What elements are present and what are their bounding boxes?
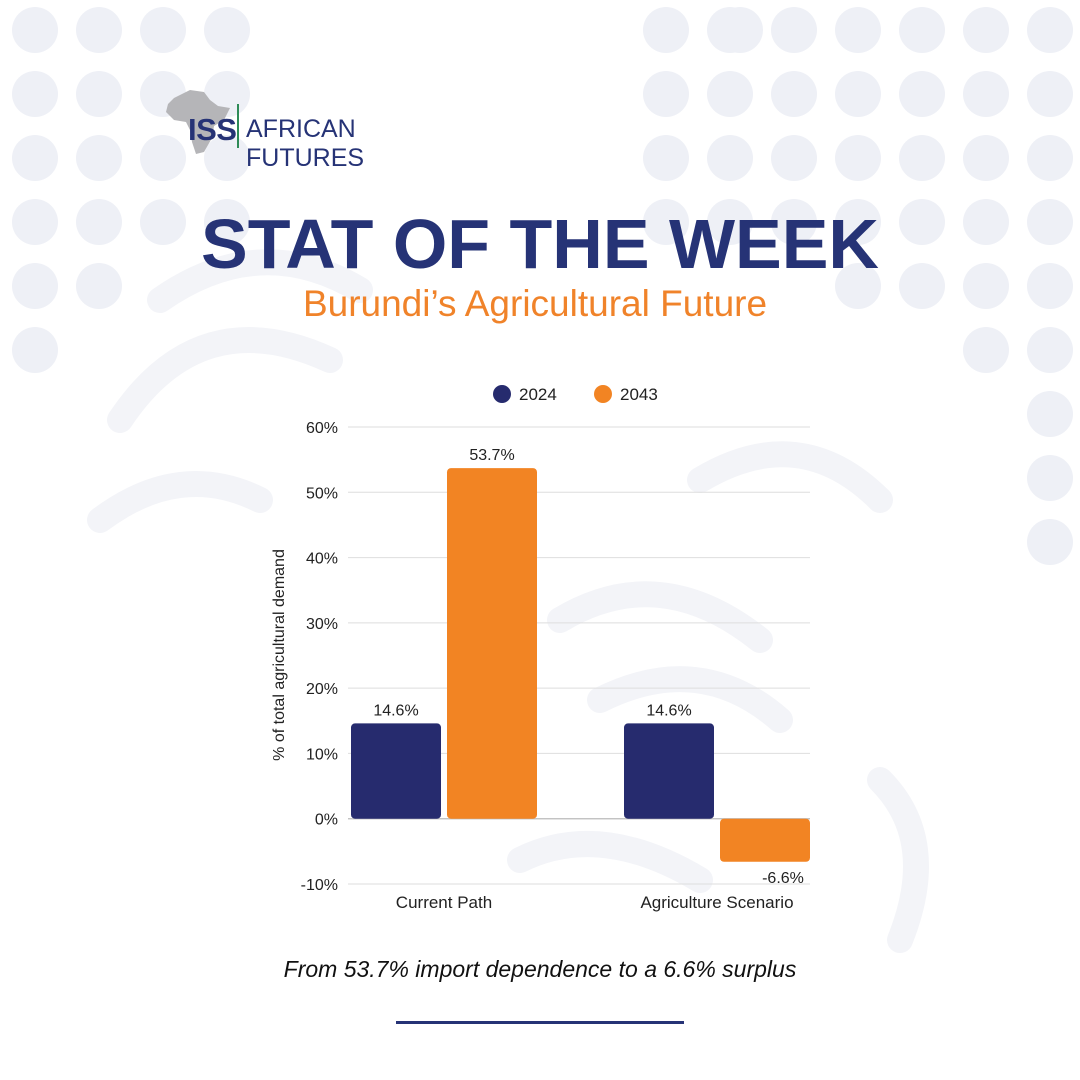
background-dot: [204, 7, 250, 53]
background-dot: [899, 71, 945, 117]
background-dot: [963, 135, 1009, 181]
background-dot: [12, 263, 58, 309]
background-dot: [12, 135, 58, 181]
y-tick-label: 60%: [306, 420, 338, 437]
background-dot: [771, 7, 817, 53]
africa-map-icon: [166, 90, 230, 154]
bar-2024-current-path: [351, 723, 441, 819]
background-dot: [707, 71, 753, 117]
legend-marker-2024: [493, 385, 511, 403]
background-dot: [835, 199, 881, 245]
bar-2024-agriculture-scenario: [624, 723, 714, 819]
background-dot: [12, 327, 58, 373]
background-dot: [12, 199, 58, 245]
background-dot: [204, 199, 250, 245]
background-dot: [1027, 519, 1073, 565]
background-swirl: [547, 581, 773, 653]
background-dot: [963, 199, 1009, 245]
background-dot: [76, 71, 122, 117]
chart-caption: From 53.7% import dependence to a 6.6% s…: [283, 956, 797, 982]
background-swirl: [867, 767, 929, 953]
y-axis-label: % of total agricultural demand: [271, 549, 288, 761]
background-dot: [771, 71, 817, 117]
y-tick-label: 50%: [306, 485, 338, 502]
background-dot: [963, 327, 1009, 373]
x-tick-label: Current Path: [396, 893, 492, 912]
y-tick-label: 10%: [306, 746, 338, 763]
y-tick-label: 40%: [306, 551, 338, 568]
bar-2043-current-path: [447, 468, 537, 819]
background-dot: [12, 7, 58, 53]
background-dot: [899, 135, 945, 181]
y-tick-label: 0%: [315, 812, 338, 829]
background-dot: [899, 263, 945, 309]
iss-african-futures-logo: ISS AFRICAN FUTURES: [160, 86, 460, 172]
legend-label-2043: 2043: [620, 385, 658, 404]
background-dot: [12, 71, 58, 117]
data-label: 14.6%: [646, 702, 691, 719]
legend-marker-2043: [594, 385, 612, 403]
background-dot: [643, 7, 689, 53]
background-dot: [707, 199, 753, 245]
background-dot: [140, 199, 186, 245]
background-dot: [963, 71, 1009, 117]
logo-divider: [237, 104, 239, 148]
y-tick-label: 20%: [306, 681, 338, 698]
background-dot: [835, 71, 881, 117]
background-swirl: [687, 441, 893, 513]
y-tick-label: -10%: [301, 877, 338, 894]
page-title: STAT OF THE WEEK: [201, 205, 879, 283]
background-dot: [771, 199, 817, 245]
background-swirl: [507, 831, 713, 893]
data-label: 53.7%: [469, 447, 514, 464]
background-swirl: [147, 249, 373, 313]
background-dot: [1027, 263, 1073, 309]
background-dot: [899, 7, 945, 53]
background-swirl: [107, 327, 343, 433]
bottom-divider-line: [396, 1021, 684, 1024]
background-dot: [1027, 391, 1073, 437]
background-dot: [835, 7, 881, 53]
background-dot: [717, 7, 763, 53]
background-dot: [963, 263, 1009, 309]
background-dot: [643, 199, 689, 245]
background-dot: [899, 199, 945, 245]
background-dot: [76, 199, 122, 245]
background-dot: [1027, 135, 1073, 181]
background-dot: [76, 135, 122, 181]
background-dot: [1027, 455, 1073, 501]
data-label: -6.6%: [762, 870, 804, 887]
y-tick-label: 30%: [306, 616, 338, 633]
background-dot: [76, 263, 122, 309]
background-dot: [643, 135, 689, 181]
page-subtitle: Burundi’s Agricultural Future: [302, 283, 768, 324]
background-swirl: [587, 666, 793, 733]
background-dot: [1027, 71, 1073, 117]
background-dot: [76, 7, 122, 53]
background-dot: [140, 135, 186, 181]
logo-iss-text: ISS: [188, 112, 237, 147]
background-dot: [707, 135, 753, 181]
bar-2043-agriculture-scenario: [720, 818, 810, 862]
background-dot: [771, 135, 817, 181]
background-dot: [643, 71, 689, 117]
x-tick-label: Agriculture Scenario: [640, 893, 793, 912]
logo-organization-name: AFRICAN FUTURES: [246, 115, 365, 172]
background-dot: [1027, 327, 1073, 373]
background-dot: [835, 263, 881, 309]
legend-label-2024: 2024: [519, 385, 557, 404]
background-dot: [1027, 7, 1073, 53]
background-dot: [140, 7, 186, 53]
background-dot: [963, 7, 1009, 53]
background-dot: [1027, 199, 1073, 245]
background-swirl: [87, 471, 273, 533]
background-dot: [835, 135, 881, 181]
data-label: 14.6%: [373, 702, 418, 719]
